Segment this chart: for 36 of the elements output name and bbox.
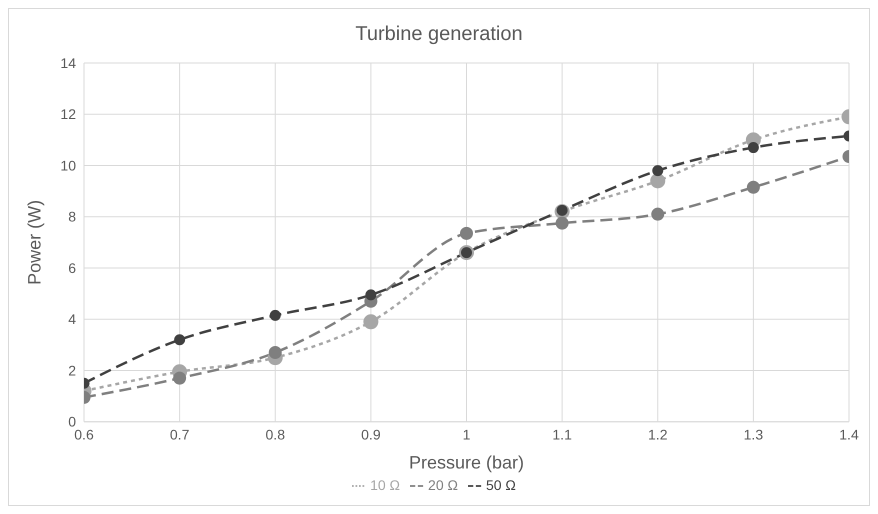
y-tick-label: 12 — [60, 106, 76, 122]
point — [270, 310, 281, 321]
legend-label: 50 Ω — [486, 476, 516, 493]
x-tick-label: 1 — [462, 426, 471, 443]
y-tick-label: 8 — [68, 208, 76, 225]
x-tick-label: 0.8 — [266, 426, 286, 443]
y-tick-label: 14 — [60, 54, 76, 71]
point — [748, 142, 759, 154]
legend-label: 20 Ω — [428, 476, 458, 493]
point — [650, 173, 666, 188]
x-tick-label: 1.2 — [648, 426, 668, 443]
point — [173, 372, 186, 385]
point — [746, 180, 760, 194]
x-tick-label: 0.6 — [74, 426, 94, 443]
point — [651, 208, 664, 221]
point — [174, 334, 186, 346]
x-tick-label: 1.1 — [552, 426, 572, 443]
y-axis-title: Power (W) — [24, 200, 44, 285]
point — [556, 216, 569, 230]
x-tick-label: 0.9 — [361, 426, 381, 443]
point — [652, 165, 664, 176]
legend-label: 10 Ω — [370, 476, 400, 493]
y-tick-label: 2 — [68, 362, 76, 378]
point — [365, 289, 376, 300]
y-tick-label: 4 — [68, 311, 76, 328]
chart-title: Turbine generation — [354, 22, 524, 47]
x-tick-label: 1.4 — [839, 426, 859, 443]
y-tick-label: 0 — [68, 414, 76, 430]
point — [268, 346, 282, 360]
y-tick-label: 10 — [60, 157, 76, 174]
x-axis-title: Pressure (bar) — [408, 452, 524, 473]
point — [363, 314, 378, 330]
y-tick-label: 6 — [68, 260, 76, 276]
point — [460, 226, 473, 240]
x-tick-label: 0.7 — [170, 426, 190, 443]
x-tick-label: 1.3 — [744, 426, 764, 443]
